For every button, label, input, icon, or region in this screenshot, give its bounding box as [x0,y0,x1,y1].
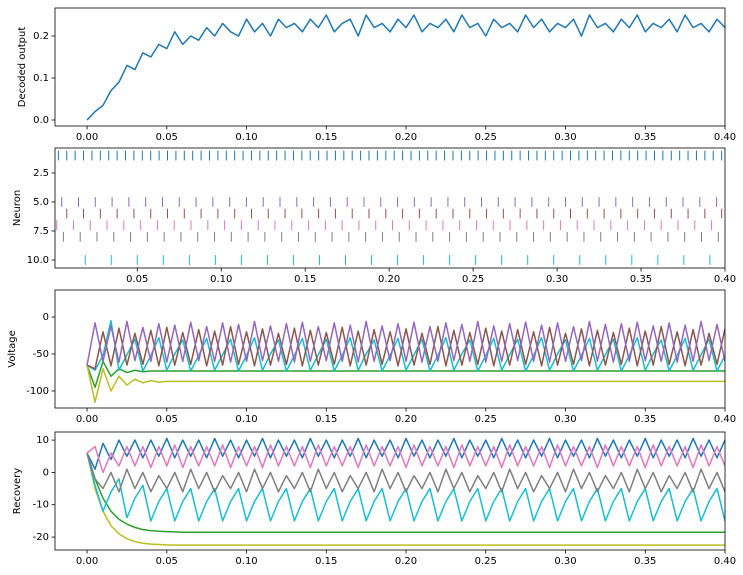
x-tick-label: 0.25 [475,556,497,567]
x-tick-label: 0.30 [554,132,576,143]
line-series [86,364,725,403]
subplot: 0.00 0.05 0.10 0.15 0.20 0.25 0.30 0.35 0.40 0.0 0… [17,7,736,143]
line-series [86,325,725,370]
y-tick-label: 0.2 [33,31,49,42]
y-tick-label: 0.0 [33,115,49,126]
axes-frame [54,7,726,127]
x-tick-label: 0.05 [126,274,148,285]
x-tick-label: 0.40 [714,414,736,425]
y-tick-label: 0.1 [33,73,49,84]
y-axis-label: Decoded output [17,27,28,108]
y-tick-label: -100 [26,386,49,397]
x-tick-label: 0.25 [462,274,484,285]
subplot: 0.00 0.05 0.10 0.15 0.20 0.25 0.30 0.35 0.40 0 -50… [7,289,736,425]
y-tick-label: 2.5 [33,168,49,179]
x-tick-label: 0.10 [235,132,257,143]
y-axis-label: Recovery [12,468,23,514]
x-tick-label: 0.25 [475,132,497,143]
x-tick-label: 0.35 [634,414,656,425]
line-series [86,444,725,474]
x-tick-label: 0.35 [634,556,656,567]
axes-frame [54,431,726,551]
line-series [86,452,725,493]
line-series [86,452,725,533]
x-tick-label: 0.25 [475,414,497,425]
plot-area [86,437,725,546]
x-tick-label: 0.00 [76,414,98,425]
x-tick-label: 0.15 [315,132,337,143]
axes-frame [54,147,726,269]
x-tick-label: 0.35 [630,274,652,285]
line-series [86,319,725,372]
plot-area [86,14,725,121]
x-tick-label: 0.35 [634,132,656,143]
y-axis-label: Neuron [12,190,23,226]
plot-area [86,319,725,403]
x-tick-label: 0.30 [546,274,568,285]
x-tick-label: 0.05 [156,414,178,425]
x-tick-label: 0.20 [395,556,417,567]
subplot: 0.05 0.10 0.15 0.20 0.25 0.30 0.35 0.40 2.5 5.0 7.… [12,147,736,285]
line-series [86,14,725,121]
x-tick-label: 0.20 [395,132,417,143]
x-tick-label: 0.05 [156,556,178,567]
y-tick-label: 10 [36,435,49,446]
x-tick-label: 0.30 [554,556,576,567]
y-tick-label: 7.5 [33,226,49,237]
y-tick-label: 0 [43,467,49,478]
line-series [86,452,725,522]
x-tick-label: 0.40 [714,132,736,143]
subplot: 0.00 0.05 0.10 0.15 0.20 0.25 0.30 0.35 0.40 10 0 -… [12,431,736,567]
plot-area [56,150,723,265]
x-tick-label: 0.00 [76,556,98,567]
line-series [86,452,725,546]
x-tick-label: 0.20 [378,274,400,285]
x-tick-label: 0.15 [315,414,337,425]
y-tick-label: 10.0 [27,255,49,266]
axes-frame [54,289,726,409]
x-tick-label: 0.30 [554,414,576,425]
line-series [86,360,725,389]
x-tick-label: 0.20 [395,414,417,425]
x-tick-label: 0.00 [76,132,98,143]
y-axis-label: Voltage [7,330,18,368]
line-series [86,320,725,366]
x-tick-label: 0.10 [235,556,257,567]
y-tick-label: -50 [33,349,49,360]
x-tick-label: 0.40 [714,274,736,285]
x-tick-label: 0.10 [235,414,257,425]
y-tick-label: -20 [33,532,49,543]
x-tick-label: 0.40 [714,556,736,567]
x-tick-label: 0.10 [210,274,232,285]
y-tick-label: -10 [33,500,49,511]
y-tick-label: 0 [43,312,49,323]
x-tick-label: 0.15 [315,556,337,567]
x-tick-label: 0.05 [156,132,178,143]
x-tick-label: 0.15 [294,274,316,285]
y-tick-label: 5.0 [33,197,49,208]
